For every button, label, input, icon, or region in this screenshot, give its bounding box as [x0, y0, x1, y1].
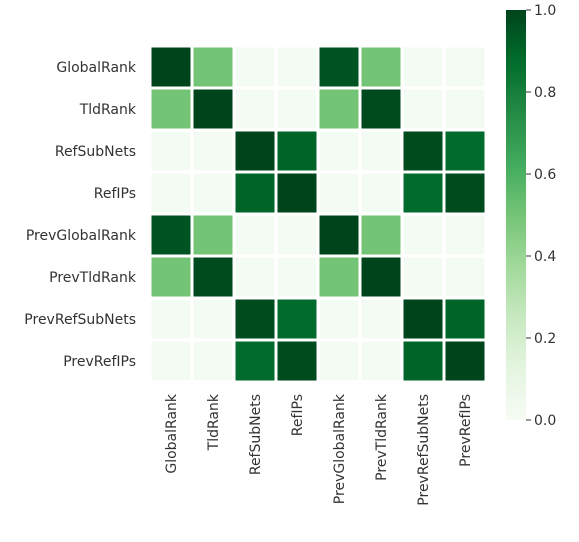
heatmap-cell-prev-tld-rank-prev-global-rank — [319, 257, 359, 297]
heatmap-cell-global-rank-ref-ips — [277, 47, 317, 87]
heatmap-cell-global-rank-tld-rank — [193, 47, 233, 87]
heatmap-cell-prev-ref-sub-nets-prev-tld-rank — [361, 299, 401, 339]
heatmap-cells — [151, 47, 485, 381]
column-label-prev-ref-sub-nets: PrevRefSubNets — [416, 394, 432, 506]
column-label-tld-rank: TldRank — [206, 393, 222, 451]
heatmap-cell-prev-ref-ips-ref-sub-nets — [235, 341, 275, 381]
heatmap-cell-prev-tld-rank-ref-sub-nets — [235, 257, 275, 297]
heatmap-cell-global-rank-prev-tld-rank — [361, 47, 401, 87]
heatmap-cell-prev-ref-sub-nets-prev-global-rank — [319, 299, 359, 339]
heatmap-cell-global-rank-prev-ref-sub-nets — [403, 47, 443, 87]
heatmap-cell-tld-rank-tld-rank — [193, 89, 233, 129]
heatmap-cell-ref-sub-nets-ref-ips — [277, 131, 317, 171]
colorbar-tick-label: 0.4 — [534, 249, 556, 265]
heatmap-cell-prev-ref-sub-nets-tld-rank — [193, 299, 233, 339]
column-label-prev-ref-ips: PrevRefIPs — [458, 394, 474, 467]
heatmap-cell-prev-tld-rank-prev-ref-sub-nets — [403, 257, 443, 297]
heatmap-cell-ref-ips-ref-sub-nets — [235, 173, 275, 213]
heatmap-cell-tld-rank-global-rank — [151, 89, 191, 129]
heatmap-cell-tld-rank-prev-ref-sub-nets — [403, 89, 443, 129]
heatmap-cell-ref-sub-nets-ref-sub-nets — [235, 131, 275, 171]
heatmap-cell-ref-ips-ref-ips — [277, 173, 317, 213]
column-label-global-rank: GlobalRank — [164, 393, 180, 474]
row-label-prev-tld-rank: PrevTldRank — [49, 270, 137, 286]
heatmap-cell-prev-ref-ips-prev-tld-rank — [361, 341, 401, 381]
column-label-prev-tld-rank: PrevTldRank — [374, 393, 390, 481]
heatmap-cell-ref-ips-prev-ref-sub-nets — [403, 173, 443, 213]
row-label-ref-sub-nets: RefSubNets — [55, 144, 136, 160]
heatmap-cell-prev-global-rank-prev-ref-ips — [445, 215, 485, 255]
heatmap-cell-prev-global-rank-global-rank — [151, 215, 191, 255]
heatmap-cell-global-rank-prev-ref-ips — [445, 47, 485, 87]
heatmap-cell-ref-ips-tld-rank — [193, 173, 233, 213]
colorbar-tick-label: 0.0 — [534, 413, 556, 429]
heatmap-cell-tld-rank-ref-sub-nets — [235, 89, 275, 129]
row-label-prev-ref-ips: PrevRefIPs — [63, 354, 136, 370]
heatmap-cell-prev-ref-sub-nets-ref-ips — [277, 299, 317, 339]
column-labels: GlobalRank TldRank RefSubNets RefIPs PrevGlo… — [164, 393, 474, 506]
colorbar-tick-label: 0.6 — [534, 167, 556, 183]
column-label-ref-ips: RefIPs — [290, 394, 306, 436]
heatmap-cell-tld-rank-ref-ips — [277, 89, 317, 129]
heatmap-cell-prev-ref-ips-ref-ips — [277, 341, 317, 381]
heatmap-cell-prev-tld-rank-prev-tld-rank — [361, 257, 401, 297]
row-labels: GlobalRank TldRank RefSubNets RefIPs PrevGlo… — [24, 60, 137, 370]
heatmap-cell-prev-global-rank-ref-sub-nets — [235, 215, 275, 255]
heatmap-cell-prev-tld-rank-global-rank — [151, 257, 191, 297]
heatmap-cell-prev-global-rank-prev-tld-rank — [361, 215, 401, 255]
colorbar-gradient — [506, 10, 526, 420]
heatmap-cell-ref-ips-prev-ref-ips — [445, 173, 485, 213]
heatmap-cell-ref-sub-nets-prev-global-rank — [319, 131, 359, 171]
heatmap-cell-ref-sub-nets-global-rank — [151, 131, 191, 171]
heatmap-cell-prev-tld-rank-prev-ref-ips — [445, 257, 485, 297]
row-label-prev-ref-sub-nets: PrevRefSubNets — [24, 312, 136, 328]
heatmap-cell-global-rank-prev-global-rank — [319, 47, 359, 87]
column-label-ref-sub-nets: RefSubNets — [248, 394, 264, 475]
heatmap-cell-prev-ref-ips-tld-rank — [193, 341, 233, 381]
heatmap-cell-prev-ref-ips-global-rank — [151, 341, 191, 381]
row-label-global-rank: GlobalRank — [56, 60, 137, 76]
heatmap-cell-ref-ips-prev-global-rank — [319, 173, 359, 213]
colorbar-tick-label: 0.2 — [534, 331, 556, 347]
heatmap-cell-ref-sub-nets-prev-ref-ips — [445, 131, 485, 171]
heatmap-cell-global-rank-global-rank — [151, 47, 191, 87]
heatmap-cell-global-rank-ref-sub-nets — [235, 47, 275, 87]
column-label-prev-global-rank: PrevGlobalRank — [332, 393, 348, 504]
row-label-ref-ips: RefIPs — [94, 186, 136, 202]
heatmap-cell-ref-ips-global-rank — [151, 173, 191, 213]
heatmap-cell-prev-ref-sub-nets-prev-ref-ips — [445, 299, 485, 339]
colorbar-tick-label: 1.0 — [534, 3, 556, 19]
row-label-tld-rank: TldRank — [79, 102, 137, 118]
heatmap-cell-prev-tld-rank-ref-ips — [277, 257, 317, 297]
heatmap-cell-prev-tld-rank-tld-rank — [193, 257, 233, 297]
heatmap-cell-ref-sub-nets-prev-tld-rank — [361, 131, 401, 171]
heatmap-cell-tld-rank-prev-global-rank — [319, 89, 359, 129]
heatmap-cell-ref-sub-nets-tld-rank — [193, 131, 233, 171]
heatmap-cell-prev-global-rank-prev-global-rank — [319, 215, 359, 255]
row-label-prev-global-rank: PrevGlobalRank — [26, 228, 137, 244]
heatmap-cell-prev-ref-sub-nets-prev-ref-sub-nets — [403, 299, 443, 339]
heatmap-cell-prev-ref-ips-prev-ref-ips — [445, 341, 485, 381]
colorbar: 0.0 0.2 0.4 0.6 0.8 1.0 — [506, 3, 556, 429]
heatmap-cell-ref-sub-nets-prev-ref-sub-nets — [403, 131, 443, 171]
heatmap-cell-prev-ref-ips-prev-ref-sub-nets — [403, 341, 443, 381]
heatmap-cell-prev-global-rank-prev-ref-sub-nets — [403, 215, 443, 255]
heatmap-cell-prev-global-rank-ref-ips — [277, 215, 317, 255]
heatmap-cell-prev-ref-sub-nets-ref-sub-nets — [235, 299, 275, 339]
heatmap-cell-prev-ref-sub-nets-global-rank — [151, 299, 191, 339]
heatmap-cell-tld-rank-prev-tld-rank — [361, 89, 401, 129]
heatmap-cell-prev-ref-ips-prev-global-rank — [319, 341, 359, 381]
colorbar-tick-label: 0.8 — [534, 85, 556, 101]
heatmap-cell-tld-rank-prev-ref-ips — [445, 89, 485, 129]
heatmap-cell-ref-ips-prev-tld-rank — [361, 173, 401, 213]
heatmap-cell-prev-global-rank-tld-rank — [193, 215, 233, 255]
